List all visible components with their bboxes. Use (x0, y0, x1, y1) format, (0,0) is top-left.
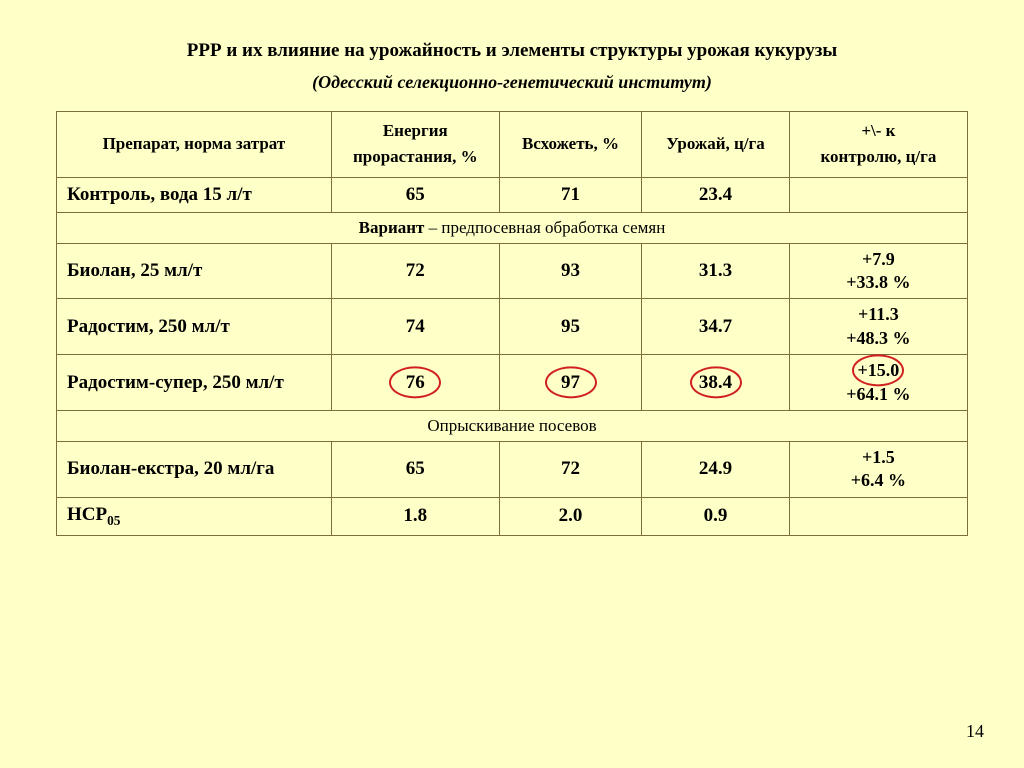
cell-prep: Биолан, 25 мл/т (57, 243, 332, 299)
cell-e: 76 (331, 355, 499, 411)
circle-highlight: 76 (406, 372, 425, 394)
h-germ: Всхожеть, % (499, 112, 642, 178)
h-energy-l2: прорастания, % (353, 147, 478, 166)
cell-e: 74 (331, 299, 499, 355)
slide-title: РРР и их влияние на урожайность и элемен… (56, 40, 968, 62)
d2: +64.1 % (846, 384, 910, 404)
cell-prep: НСР05 (57, 497, 332, 535)
section1-label: Вариант (359, 218, 425, 237)
d1: +11.3 (858, 304, 899, 324)
cell-v: 71 (499, 177, 642, 212)
h-prep: Препарат, норма затрат (57, 112, 332, 178)
cell-v: 97 (499, 355, 642, 411)
data-table: Препарат, норма затрат Енергия прорастан… (56, 111, 968, 536)
cell-prep: Радостим, 250 мл/т (57, 299, 332, 355)
d2: +48.3 % (846, 328, 910, 348)
cell-d: +1.5 +6.4 % (789, 442, 967, 498)
cell-e: 1.8 (331, 497, 499, 535)
cell-prep: Контроль, вода 15 л/т (57, 177, 332, 212)
circle-highlight: 38.4 (699, 372, 732, 394)
row-control: Контроль, вода 15 л/т 65 71 23.4 (57, 177, 968, 212)
cell-u: 23.4 (642, 177, 790, 212)
cell-u: 24.9 (642, 442, 790, 498)
cell-d: +11.3 +48.3 % (789, 299, 967, 355)
d2: +33.8 % (846, 272, 910, 292)
cell-e: 65 (331, 442, 499, 498)
cell-u: 38.4 (642, 355, 790, 411)
hcp-pre: НСР (67, 504, 107, 525)
slide-subtitle: (Одесский селекционно-генетический инсти… (56, 72, 968, 93)
section1-rest: – предпосевная обработка семян (424, 218, 665, 237)
row-radostim: Радостим, 250 мл/т 74 95 34.7 +11.3 +48.… (57, 299, 968, 355)
cell-d: +7.9 +33.8 % (789, 243, 967, 299)
cell-v: 72 (499, 442, 642, 498)
section2-label: Опрыскивание посевов (57, 411, 968, 442)
h-energy: Енергия прорастания, % (331, 112, 499, 178)
cell-u: 0.9 (642, 497, 790, 535)
cell-prep: Биолан-екстра, 20 мл/га (57, 442, 332, 498)
cell-v: 2.0 (499, 497, 642, 535)
d1: +7.9 (862, 249, 895, 269)
d2: +6.4 % (851, 470, 906, 490)
circle-highlight: +15.0 (858, 359, 900, 382)
h-delta-l2: контролю, ц/га (820, 147, 936, 166)
section-row-2: Опрыскивание посевов (57, 411, 968, 442)
cell-e: 72 (331, 243, 499, 299)
cell-d (789, 497, 967, 535)
circle-highlight: 97 (561, 372, 580, 394)
row-biolan-extra: Биолан-екстра, 20 мл/га 65 72 24.9 +1.5 … (57, 442, 968, 498)
cell-v: 95 (499, 299, 642, 355)
h-energy-l1: Енергия (383, 121, 448, 140)
header-row: Препарат, норма затрат Енергия прорастан… (57, 112, 968, 178)
cell-e: 65 (331, 177, 499, 212)
row-radostim-super: Радостим-супер, 250 мл/т 76 97 38.4 +15.… (57, 355, 968, 411)
cell-prep: Радостим-супер, 250 мл/т (57, 355, 332, 411)
cell-u: 34.7 (642, 299, 790, 355)
cell-d: +15.0 +64.1 % (789, 355, 967, 411)
cell-u: 31.3 (642, 243, 790, 299)
row-hcp: НСР05 1.8 2.0 0.9 (57, 497, 968, 535)
h-delta: +\- к контролю, ц/га (789, 112, 967, 178)
h-delta-l1: +\- к (861, 121, 895, 140)
page-number: 14 (966, 721, 984, 742)
d1: +1.5 (862, 447, 895, 467)
section-row-1: Вариант – предпосевная обработка семян (57, 212, 968, 243)
row-biolan: Биолан, 25 мл/т 72 93 31.3 +7.9 +33.8 % (57, 243, 968, 299)
cell-v: 93 (499, 243, 642, 299)
hcp-sub: 05 (107, 513, 120, 528)
h-yield: Урожай, ц/га (642, 112, 790, 178)
cell-d (789, 177, 967, 212)
